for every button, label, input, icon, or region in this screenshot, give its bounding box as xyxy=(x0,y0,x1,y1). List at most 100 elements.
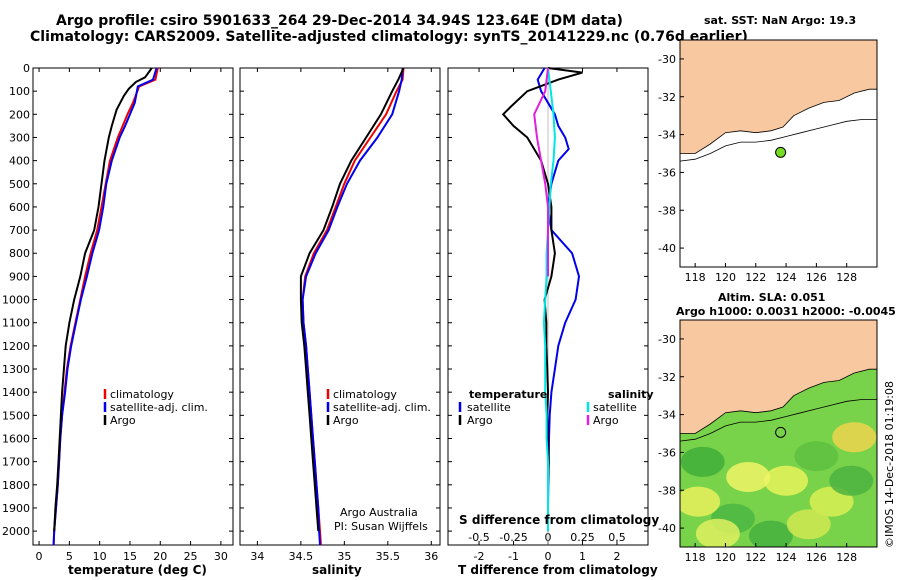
map_sla-lat-label: -38 xyxy=(658,484,676,497)
depth-tick-label: 1300 xyxy=(2,363,30,376)
map_sst-lat-label: -36 xyxy=(658,166,676,179)
sla-field-blob xyxy=(748,520,793,547)
salinity-xtick-label: 35.5 xyxy=(376,550,401,563)
map_sst-lat-label: -30 xyxy=(658,53,676,66)
diff-legend-temperature-title: temperature xyxy=(469,388,547,401)
sla-map-title: Altim. SLA: 0.051 xyxy=(718,291,826,304)
map_sla-land xyxy=(680,320,877,434)
map_sla-lat-label: -36 xyxy=(658,446,676,459)
sla-field-blob xyxy=(764,465,809,496)
map_sla-map-area xyxy=(680,320,877,547)
difference-xtick-label: 1 xyxy=(579,550,586,563)
depth-tick-label: 0 xyxy=(23,62,30,75)
sla-field-blob xyxy=(680,486,721,517)
sla-field-blob xyxy=(794,441,839,472)
map_sst-map-frame xyxy=(679,39,878,268)
salinity-legend-label: climatology xyxy=(333,388,397,401)
salinity-series-satellite-adj-clim- xyxy=(301,67,404,546)
depth-tick-label: 600 xyxy=(9,201,30,214)
imos-watermark: ©IMOS 14-Dec-2018 01:19:08 xyxy=(883,381,896,548)
sst-map-title: sat. SST: NaN Argo: 19.3 xyxy=(704,14,857,27)
map_sst-land xyxy=(680,40,877,154)
salinity-xtick-label: 36 xyxy=(424,550,438,563)
map_sla-shelf-contour xyxy=(680,399,877,442)
map_sla-map-frame xyxy=(679,319,878,548)
depth-tick-label: 1600 xyxy=(2,432,30,445)
difference-axis-label: T difference from climatology xyxy=(458,563,658,577)
diff-legend-sal-label: satellite xyxy=(593,401,637,414)
map_sst-lat-label: -32 xyxy=(658,91,676,104)
salinity-xtick-label: 34 xyxy=(250,550,264,563)
map_sla-lat-label: -40 xyxy=(658,522,676,535)
salinity-diff-tick-label: 0.5 xyxy=(608,531,626,544)
map_sst-argo-marker xyxy=(775,146,787,158)
map_sst-lat-label: -38 xyxy=(658,204,676,217)
salinity-plot-frame xyxy=(239,67,441,546)
map_sst-lon-label: 124 xyxy=(776,271,797,284)
figure-title-line2: Climatology: CARS2009. Satellite-adjuste… xyxy=(30,29,748,45)
depth-tick-label: 500 xyxy=(9,178,30,191)
map_sla-lon-label: 128 xyxy=(836,551,857,564)
difference-series-temperature-argo xyxy=(501,67,583,532)
map_sst-lat-label: -40 xyxy=(658,242,676,255)
depth-tick-label: 300 xyxy=(9,131,30,144)
temperature-xtick-label: 10 xyxy=(93,550,107,563)
diff-legend-temp-label: satellite xyxy=(467,401,511,414)
depth-tick-label: 100 xyxy=(9,85,30,98)
salinity-series-argo xyxy=(299,67,405,532)
map_sst-lon-label: 128 xyxy=(836,271,857,284)
map_sla-lon-label: 126 xyxy=(806,551,827,564)
map_sla-lon-label: 118 xyxy=(685,551,706,564)
temperature-legend-label: climatology xyxy=(110,388,174,401)
depth-tick-label: 1500 xyxy=(2,409,30,422)
difference-series-salinity-argo xyxy=(533,67,549,277)
map_sla-lon-label: 122 xyxy=(745,551,766,564)
temperature-xtick-label: 20 xyxy=(153,550,167,563)
salinity-axis-label: salinity xyxy=(312,563,362,577)
depth-tick-label: 1900 xyxy=(2,502,30,515)
map_sla-lon-label: 120 xyxy=(715,551,736,564)
map_sst-lon-label: 122 xyxy=(745,271,766,284)
temperature-series-argo xyxy=(53,67,153,532)
sla-field-blob xyxy=(829,465,874,496)
depth-tick-label: 200 xyxy=(9,108,30,121)
depth-tick-label: 800 xyxy=(9,247,30,260)
map_sst-lon-label: 126 xyxy=(806,271,827,284)
map_sla-lon-label: 124 xyxy=(776,551,797,564)
temperature-xtick-label: 30 xyxy=(214,550,228,563)
map_sst-lon-label: 120 xyxy=(715,271,736,284)
temperature-xtick-label: 0 xyxy=(36,550,43,563)
map_sst-lat-label: -34 xyxy=(658,129,676,142)
credit-line1: Argo Australia xyxy=(340,506,418,519)
depth-tick-label: 2000 xyxy=(2,525,30,538)
temperature-plot-frame xyxy=(32,67,234,546)
salinity-diff-tick-label: 0.25 xyxy=(570,531,595,544)
difference-xtick-label: -2 xyxy=(474,550,485,563)
map_sla-lat-label: -30 xyxy=(658,333,676,346)
temperature-xtick-label: 5 xyxy=(66,550,73,563)
depth-tick-label: 1400 xyxy=(2,386,30,399)
depth-tick-label: 1200 xyxy=(2,340,30,353)
salinity-xtick-label: 35 xyxy=(337,550,351,563)
temperature-axis-label: temperature (deg C) xyxy=(68,563,207,577)
depth-tick-label: 1000 xyxy=(2,294,30,307)
temperature-xtick-label: 25 xyxy=(184,550,198,563)
sla-field-blob xyxy=(680,446,725,477)
sla-field-blob xyxy=(695,518,740,547)
depth-tick-label: 900 xyxy=(9,270,30,283)
map_sst-shelf-contour xyxy=(680,119,877,162)
depth-tick-label: 400 xyxy=(9,155,30,168)
temperature-xtick-label: 15 xyxy=(123,550,137,563)
figure-title-line1: Argo profile: csiro 5901633_264 29-Dec-2… xyxy=(56,13,623,29)
salinity-difference-axis-label: S difference from climatology xyxy=(459,513,660,527)
salinity-xtick-label: 34.5 xyxy=(289,550,314,563)
difference-xtick-label: 0 xyxy=(545,550,552,563)
salinity-diff-tick-label: -0.5 xyxy=(468,531,489,544)
difference-series-salinity-satellite xyxy=(542,67,556,532)
diff-legend-temp-label: Argo xyxy=(467,414,493,427)
depth-tick-label: 1100 xyxy=(2,317,30,330)
temperature-legend-label: Argo xyxy=(110,414,136,427)
difference-xtick-label: 2 xyxy=(613,550,620,563)
depth-tick-label: 1800 xyxy=(2,479,30,492)
map_sst-lon-label: 118 xyxy=(685,271,706,284)
